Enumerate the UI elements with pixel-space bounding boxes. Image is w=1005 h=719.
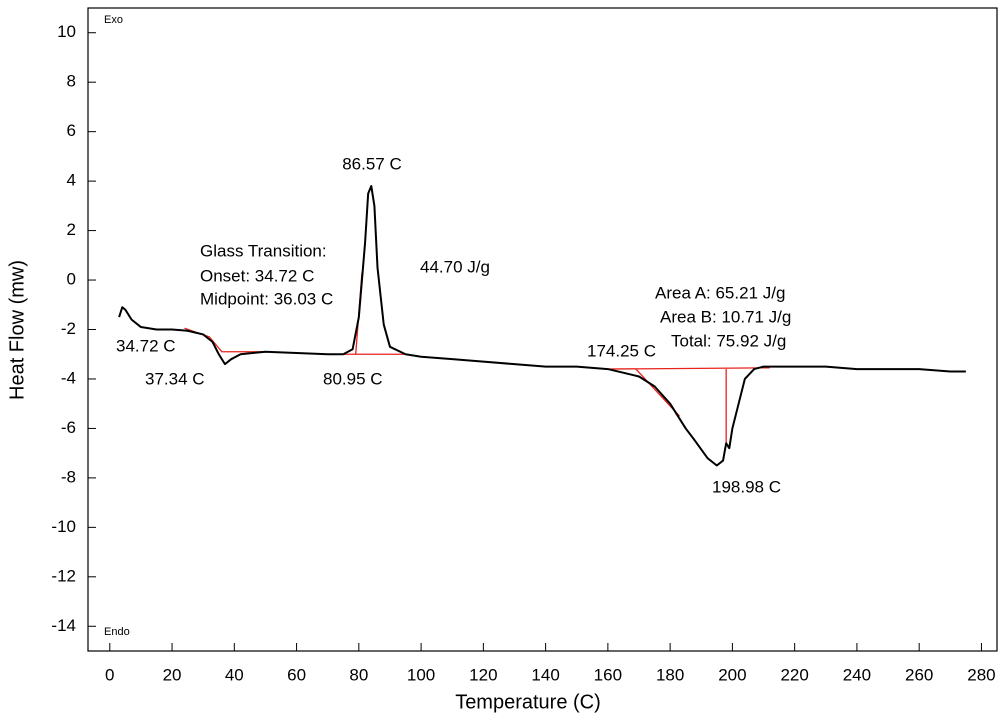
y-tick-label: -12	[51, 566, 76, 585]
y-tick-label: -6	[61, 418, 76, 437]
y-tick-label: 10	[57, 22, 76, 41]
annotation-line	[604, 367, 770, 370]
annotation: Midpoint: 36.03 C	[200, 289, 333, 308]
y-tick-label: -2	[61, 319, 76, 338]
y-tick-label: -4	[61, 368, 76, 387]
annotation: Exo	[104, 14, 123, 26]
x-tick-label: 20	[163, 665, 182, 684]
x-tick-label: 280	[967, 665, 995, 684]
y-tick-label: 8	[67, 72, 76, 91]
y-tick-label: 0	[67, 270, 76, 289]
y-tick-label: 4	[67, 171, 76, 190]
plot-frame	[87, 7, 998, 652]
y-tick-label: 2	[67, 220, 76, 239]
x-tick-label: 140	[531, 665, 559, 684]
annotation: Area B: 10.71 J/g	[660, 307, 791, 326]
annotation: 37.34 C	[145, 369, 205, 388]
annotation: Onset: 34.72 C	[200, 266, 314, 285]
annotation: Glass Transition:	[200, 241, 327, 260]
annotation: Total: 75.92 J/g	[671, 331, 786, 350]
y-tick-label: -14	[51, 616, 76, 635]
x-tick-label: 60	[287, 665, 306, 684]
x-tick-label: 40	[225, 665, 244, 684]
x-tick-label: 240	[843, 665, 871, 684]
x-tick-label: 0	[105, 665, 114, 684]
y-tick-label: -8	[61, 467, 76, 486]
x-axis-title: Temperature (C)	[455, 691, 601, 713]
y-tick-label: -10	[51, 517, 76, 536]
y-axis-title: Heat Flow (mw)	[6, 260, 28, 400]
annotation: 80.95 C	[323, 369, 383, 388]
x-tick-label: 80	[349, 665, 368, 684]
annotation: Area A: 65.21 J/g	[655, 283, 785, 302]
x-tick-label: 100	[407, 665, 435, 684]
data-line	[118, 185, 966, 467]
annotation: 44.70 J/g	[420, 257, 490, 276]
annotation: 174.25 C	[587, 341, 656, 360]
x-tick-label: 120	[469, 665, 497, 684]
x-tick-label: 260	[905, 665, 933, 684]
annotation: 198.98 C	[712, 477, 781, 496]
annotation: 34.72 C	[116, 336, 176, 355]
x-tick-label: 200	[718, 665, 746, 684]
annotation: Endo	[104, 626, 130, 638]
annotation: 86.57 C	[342, 154, 402, 173]
x-tick-label: 220	[780, 665, 808, 684]
x-tick-label: 160	[594, 665, 622, 684]
y-tick-label: 6	[67, 121, 76, 140]
x-tick-label: 180	[656, 665, 684, 684]
